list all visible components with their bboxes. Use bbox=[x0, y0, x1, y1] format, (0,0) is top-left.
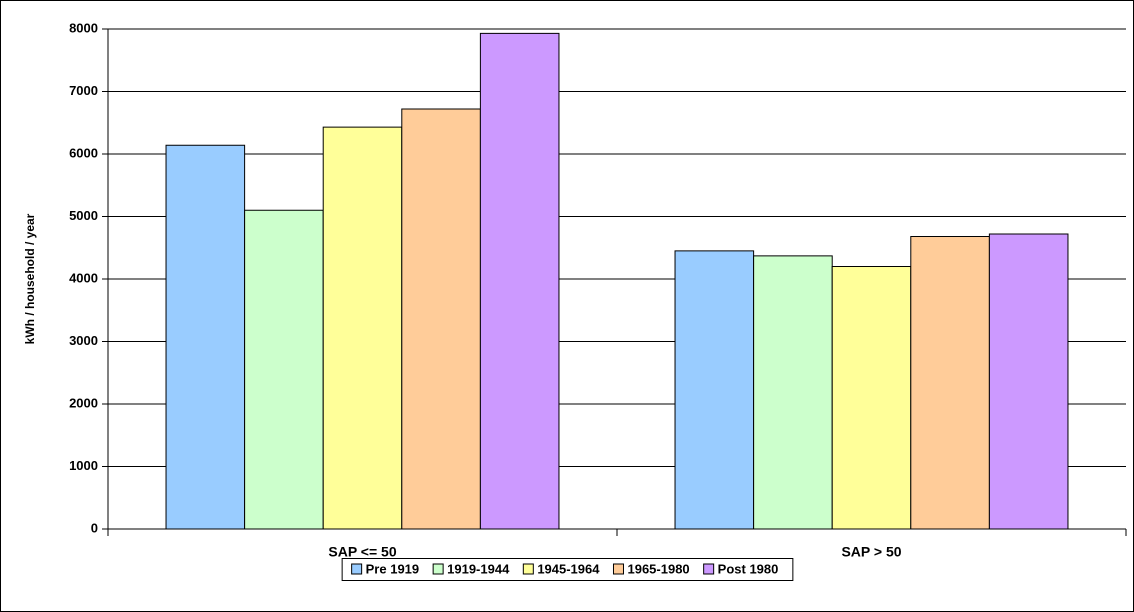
legend-label: 1965-1980 bbox=[627, 561, 689, 576]
bar bbox=[753, 255, 833, 530]
legend-swatch bbox=[703, 563, 715, 575]
y-tick-label: 8000 bbox=[69, 20, 98, 35]
legend-swatch bbox=[612, 563, 624, 575]
bar bbox=[244, 209, 324, 530]
y-tick-label: 3000 bbox=[69, 333, 98, 348]
y-tick-label: 1000 bbox=[69, 458, 98, 473]
y-tick-label: 6000 bbox=[69, 145, 98, 160]
legend-swatch bbox=[522, 563, 534, 575]
legend-label: Pre 1919 bbox=[366, 561, 420, 576]
y-axis-label: kWh / household / year bbox=[23, 213, 37, 344]
y-tick-label: 7000 bbox=[69, 83, 98, 98]
y-tick-label: 0 bbox=[91, 520, 98, 535]
bar bbox=[479, 32, 560, 530]
bar bbox=[831, 266, 912, 530]
bar bbox=[674, 250, 755, 530]
y-tick-label: 5000 bbox=[69, 208, 98, 223]
x-tick-label: SAP > 50 bbox=[841, 544, 901, 560]
bar bbox=[988, 233, 1069, 530]
legend-label: 1919-1944 bbox=[447, 561, 510, 576]
legend-label: 1945-1964 bbox=[537, 561, 600, 576]
y-tick-label: 4000 bbox=[69, 270, 98, 285]
legend: Pre 1919 1919-1944 1945-1964 1965-1980 Post … bbox=[341, 558, 794, 581]
x-tick-label: SAP <= 50 bbox=[328, 544, 396, 560]
bar bbox=[910, 236, 990, 530]
bar bbox=[165, 144, 246, 530]
y-tick-label: 2000 bbox=[69, 395, 98, 410]
legend-label: Post 1980 bbox=[718, 561, 779, 576]
bar bbox=[322, 126, 403, 530]
legend-box bbox=[341, 558, 794, 581]
legend-swatch bbox=[432, 563, 444, 575]
legend-swatch bbox=[351, 563, 363, 575]
bar bbox=[401, 108, 481, 530]
